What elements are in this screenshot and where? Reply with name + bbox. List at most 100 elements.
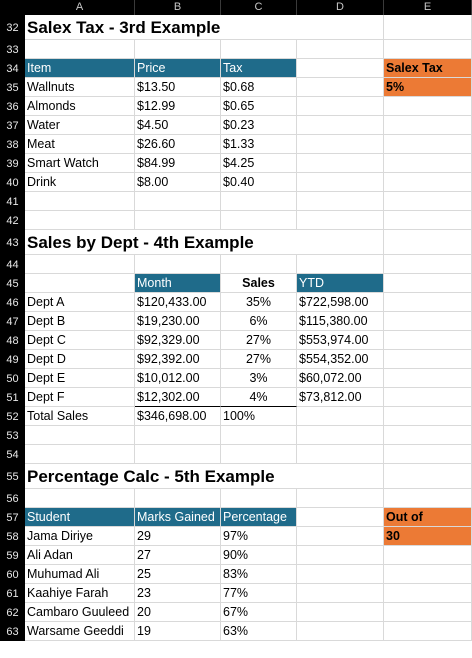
- cell-e63[interactable]: [384, 622, 472, 641]
- cell-d52[interactable]: [297, 407, 384, 426]
- cell-c62[interactable]: 67%: [221, 603, 297, 622]
- cell-c37[interactable]: $0.23: [221, 116, 297, 135]
- cell-a34[interactable]: Item: [25, 59, 135, 78]
- cell-b48[interactable]: $92,329.00: [135, 331, 221, 350]
- cell-c36[interactable]: $0.65: [221, 97, 297, 116]
- cell-a37[interactable]: Water: [25, 116, 135, 135]
- column-header-a[interactable]: A: [25, 0, 135, 15]
- cell-d54[interactable]: [297, 445, 384, 464]
- row-header[interactable]: 38: [0, 135, 25, 154]
- cell-c47[interactable]: 6%: [221, 312, 297, 331]
- cell-e32[interactable]: [384, 15, 472, 40]
- cell-a57[interactable]: Student: [25, 508, 135, 527]
- row-header[interactable]: 62: [0, 603, 25, 622]
- cell-a32[interactable]: Salex Tax - 3rd Example: [25, 15, 384, 40]
- cell-e61[interactable]: [384, 584, 472, 603]
- cell-d62[interactable]: [297, 603, 384, 622]
- cell-b59[interactable]: 27: [135, 546, 221, 565]
- cell-b60[interactable]: 25: [135, 565, 221, 584]
- cell-c46[interactable]: 35%: [221, 293, 297, 312]
- row-header[interactable]: 37: [0, 116, 25, 135]
- cell-a56[interactable]: [25, 489, 135, 508]
- cell-d61[interactable]: [297, 584, 384, 603]
- cell-e46[interactable]: [384, 293, 472, 312]
- cell-a51[interactable]: Dept F: [25, 388, 135, 407]
- cell-d57[interactable]: [297, 508, 384, 527]
- cell-d34[interactable]: [297, 59, 384, 78]
- cell-b40[interactable]: $8.00: [135, 173, 221, 192]
- cell-d40[interactable]: [297, 173, 384, 192]
- cell-a46[interactable]: Dept A: [25, 293, 135, 312]
- cell-d38[interactable]: [297, 135, 384, 154]
- cell-a54[interactable]: [25, 445, 135, 464]
- cell-a44[interactable]: [25, 255, 135, 274]
- row-header[interactable]: 43: [0, 230, 25, 255]
- row-header[interactable]: 32: [0, 15, 25, 40]
- cell-c60[interactable]: 83%: [221, 565, 297, 584]
- cell-d36[interactable]: [297, 97, 384, 116]
- cell-c49[interactable]: 27%: [221, 350, 297, 369]
- row-header[interactable]: 33: [0, 40, 25, 59]
- cell-a48[interactable]: Dept C: [25, 331, 135, 350]
- cell-e62[interactable]: [384, 603, 472, 622]
- cell-e47[interactable]: [384, 312, 472, 331]
- cell-c59[interactable]: 90%: [221, 546, 297, 565]
- cell-d37[interactable]: [297, 116, 384, 135]
- row-header[interactable]: 63: [0, 622, 25, 641]
- cell-e60[interactable]: [384, 565, 472, 584]
- cell-e37[interactable]: [384, 116, 472, 135]
- row-header[interactable]: 55: [0, 464, 25, 489]
- cell-e38[interactable]: [384, 135, 472, 154]
- cell-c54[interactable]: [221, 445, 297, 464]
- cell-c33[interactable]: [221, 40, 297, 59]
- cell-a42[interactable]: [25, 211, 135, 230]
- cell-a61[interactable]: Kaahiye Farah: [25, 584, 135, 603]
- cell-c39[interactable]: $4.25: [221, 154, 297, 173]
- cell-c48[interactable]: 27%: [221, 331, 297, 350]
- cell-a59[interactable]: Ali Adan: [25, 546, 135, 565]
- row-header[interactable]: 49: [0, 350, 25, 369]
- cell-a47[interactable]: Dept B: [25, 312, 135, 331]
- cell-c57[interactable]: Percentage: [221, 508, 297, 527]
- cell-e58[interactable]: 30: [384, 527, 472, 546]
- cell-e51[interactable]: [384, 388, 472, 407]
- cell-a45[interactable]: [25, 274, 135, 293]
- cell-d49[interactable]: $554,352.00: [297, 350, 384, 369]
- row-header[interactable]: 34: [0, 59, 25, 78]
- cell-c45[interactable]: Sales: [221, 274, 297, 293]
- cell-e54[interactable]: [384, 445, 472, 464]
- cell-c58[interactable]: 97%: [221, 527, 297, 546]
- cell-b63[interactable]: 19: [135, 622, 221, 641]
- cell-e57[interactable]: Out of: [384, 508, 472, 527]
- cell-d63[interactable]: [297, 622, 384, 641]
- cell-e56[interactable]: [384, 489, 472, 508]
- cell-e42[interactable]: [384, 211, 472, 230]
- cell-a40[interactable]: Drink: [25, 173, 135, 192]
- cell-d56[interactable]: [297, 489, 384, 508]
- row-header[interactable]: 60: [0, 565, 25, 584]
- cell-e59[interactable]: [384, 546, 472, 565]
- cell-b34[interactable]: Price: [135, 59, 221, 78]
- row-header[interactable]: 44: [0, 255, 25, 274]
- cell-c61[interactable]: 77%: [221, 584, 297, 603]
- cell-b38[interactable]: $26.60: [135, 135, 221, 154]
- cell-e43[interactable]: [384, 230, 472, 255]
- cell-e50[interactable]: [384, 369, 472, 388]
- cell-d59[interactable]: [297, 546, 384, 565]
- cell-a43[interactable]: Sales by Dept - 4th Example: [25, 230, 384, 255]
- cell-e36[interactable]: [384, 97, 472, 116]
- cell-b54[interactable]: [135, 445, 221, 464]
- cell-a63[interactable]: Warsame Geeddi: [25, 622, 135, 641]
- cell-d60[interactable]: [297, 565, 384, 584]
- cell-d45[interactable]: YTD: [297, 274, 384, 293]
- row-header[interactable]: 47: [0, 312, 25, 331]
- cell-a49[interactable]: Dept D: [25, 350, 135, 369]
- cell-e48[interactable]: [384, 331, 472, 350]
- cell-c38[interactable]: $1.33: [221, 135, 297, 154]
- cell-b58[interactable]: 29: [135, 527, 221, 546]
- cell-a33[interactable]: [25, 40, 135, 59]
- cell-c35[interactable]: $0.68: [221, 78, 297, 97]
- cell-c41[interactable]: [221, 192, 297, 211]
- row-header[interactable]: 46: [0, 293, 25, 312]
- cell-b49[interactable]: $92,392.00: [135, 350, 221, 369]
